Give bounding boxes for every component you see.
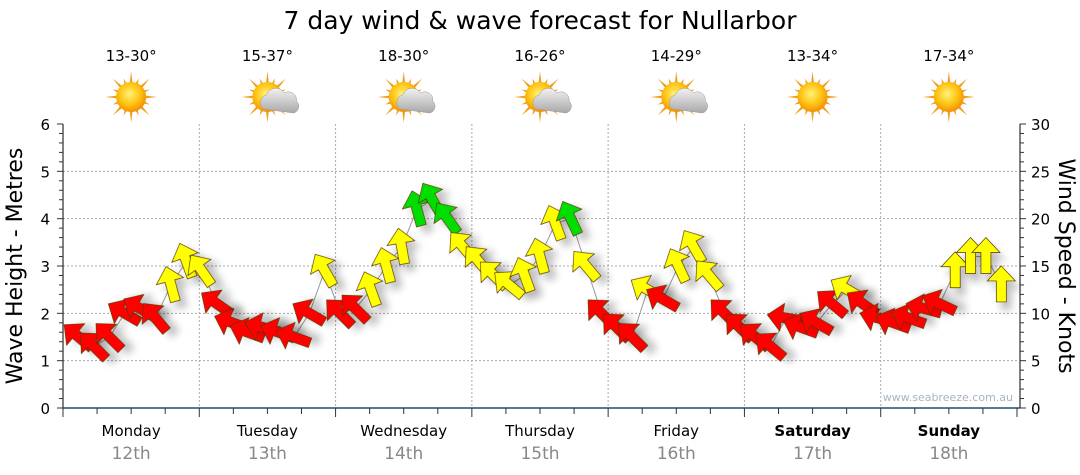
day-name: Thursday (504, 422, 575, 440)
day-date: 16th (657, 444, 696, 464)
y2-axis-label: Wind Speed - Knots (1053, 158, 1078, 373)
day-tuesday: 15-37° Tuesday 13th (236, 47, 299, 464)
y2-tick-label: 25 (1031, 163, 1050, 181)
y2-tick-label: 15 (1031, 258, 1050, 276)
partly-cloudy-icon (377, 71, 436, 123)
day-name: Sunday (918, 422, 981, 440)
temperature-range: 17-34° (923, 47, 974, 65)
wind-arrow (971, 237, 1001, 274)
y2-tick-label: 5 (1031, 353, 1041, 371)
wind-arrow (355, 271, 384, 308)
temperature-range: 13-30° (106, 47, 157, 65)
temperature-range: 16-26° (514, 47, 565, 65)
y2-tick-label: 0 (1031, 400, 1041, 418)
temperature-range: 15-37° (242, 47, 293, 65)
wind-arrow (940, 251, 970, 289)
y-axis-label: Wave Height - Metres (3, 148, 28, 385)
partly-cloudy-icon (514, 71, 572, 123)
wind-arrow (524, 237, 554, 275)
y-tick-label: 0 (40, 400, 50, 418)
wind-arrow (155, 266, 185, 304)
day-name: Friday (654, 422, 700, 440)
temperature-range: 13-34° (787, 47, 838, 65)
day-date: 14th (384, 444, 423, 464)
wind-arrow (695, 260, 725, 293)
day-sunday: 17-34° Sunday 18th (918, 47, 981, 464)
wind-arrow (922, 288, 958, 317)
temperature-range: 18-30° (378, 47, 429, 65)
day-monday: 13-30° Monday 12th (102, 47, 161, 464)
wind-arrow (755, 332, 788, 362)
day-saturday: 13-34° Saturday 17th (774, 47, 851, 464)
wind-arrow (187, 254, 217, 289)
day-date: 17th (793, 444, 832, 464)
wind-arrow (646, 284, 681, 313)
day-date: 12th (112, 444, 151, 464)
day-date: 15th (520, 444, 559, 464)
wind-arrow (618, 323, 649, 354)
watermark: www.seabreeze.com.au (883, 391, 1013, 404)
y2-tick-label: 10 (1031, 305, 1050, 323)
partly-cloudy-icon (241, 71, 299, 123)
wind-arrow (986, 265, 1017, 303)
wind-arrow (370, 247, 400, 285)
wind-arrow (572, 251, 602, 283)
wind-arrow (310, 253, 339, 289)
day-friday: 14-29° Friday 16th (650, 47, 708, 464)
y2-tick-label: 20 (1031, 211, 1050, 229)
wind-arrow (292, 298, 328, 327)
day-date: 13th (248, 444, 287, 464)
wind-arrow (875, 307, 912, 336)
y-tick-label: 6 (40, 116, 50, 134)
day-name: Saturday (774, 422, 851, 440)
temperature-range: 14-29° (651, 47, 702, 65)
day-thursday: 16-26° Thursday 15th (504, 47, 575, 464)
y-tick-label: 5 (40, 163, 50, 181)
chart-title: 7 day wind & wave forecast for Nullarbor (283, 6, 797, 35)
day-date: 18th (929, 444, 968, 464)
wind-arrow (275, 321, 313, 350)
wind-arrow (386, 227, 416, 266)
wind-arrow (663, 248, 691, 284)
y-tick-label: 1 (40, 353, 50, 371)
wind-arrow (955, 237, 986, 274)
y-tick-label: 2 (40, 305, 50, 323)
wind-arrow (95, 323, 126, 354)
day-wednesday: 18-30° Wednesday 14th (360, 47, 447, 464)
day-name: Monday (102, 422, 161, 440)
wind-arrow (509, 257, 538, 294)
sunny-icon (105, 71, 158, 123)
partly-cloudy-icon (650, 71, 708, 123)
wind-arrow (433, 202, 463, 236)
sunny-icon (786, 71, 839, 123)
day-name: Wednesday (360, 422, 447, 440)
y2-tick-label: 30 (1031, 116, 1050, 134)
day-name: Tuesday (236, 422, 298, 440)
y-tick-label: 4 (40, 211, 50, 229)
wind-arrow (141, 303, 171, 335)
sunny-icon (922, 71, 975, 123)
wind-arrow (555, 200, 583, 237)
y-tick-label: 3 (40, 258, 50, 276)
wind-arrow (341, 294, 372, 325)
